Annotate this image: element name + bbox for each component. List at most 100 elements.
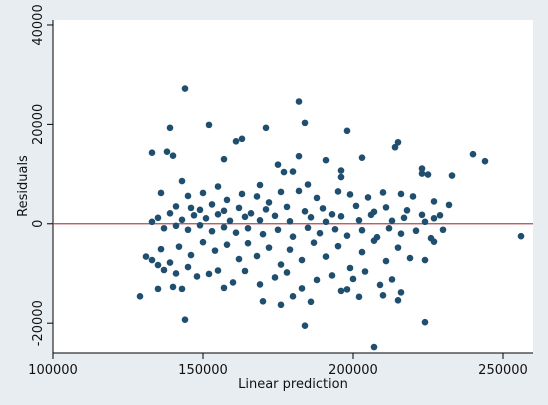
scatter-point (196, 221, 204, 229)
scatter-point (322, 253, 330, 260)
scatter-point (184, 226, 192, 234)
scatter-point (337, 213, 345, 220)
scatter-point (430, 215, 438, 222)
scatter-point (244, 239, 252, 247)
scatter-point (385, 224, 393, 232)
scatter-point (301, 119, 309, 127)
scatter-point (367, 211, 375, 219)
y-tick-label: 40000 (31, 4, 46, 45)
scatter-point (232, 137, 240, 145)
scatter-point (256, 181, 264, 189)
scatter-point (418, 170, 426, 177)
scatter-point (301, 208, 309, 215)
scatter-point (379, 189, 387, 196)
scatter-point (388, 276, 396, 283)
scatter-point (259, 298, 267, 305)
scatter-point (163, 148, 171, 156)
scatter-point (295, 187, 303, 195)
scatter-point (208, 201, 216, 208)
scatter-point (397, 230, 405, 238)
scatter-point (295, 98, 303, 105)
y-tick-label: -20000 (31, 300, 46, 346)
scatter-point (313, 194, 321, 202)
scatter-point (418, 165, 426, 172)
scatter-point (409, 193, 417, 200)
scatter-point (370, 343, 378, 351)
scatter-point (154, 214, 162, 222)
scatter-point (172, 270, 180, 277)
scatter-point (298, 256, 306, 264)
scatter-point (307, 214, 315, 221)
scatter-point (277, 261, 285, 268)
scatter-point (235, 255, 243, 263)
scatter-point (283, 203, 291, 211)
scatter-point (256, 216, 264, 224)
scatter-point (187, 251, 195, 259)
scatter-point (412, 227, 420, 235)
scatter-point (241, 267, 249, 275)
scatter-point (319, 205, 327, 212)
scatter-point (358, 154, 366, 161)
scatter-point (283, 269, 291, 276)
scatter-point (205, 270, 213, 278)
x-tick-label: 200000 (328, 363, 378, 378)
scatter-point (397, 190, 405, 198)
scatter-point (253, 252, 261, 260)
scatter-point (205, 121, 213, 129)
scatter-point (160, 224, 168, 232)
scatter-point (172, 222, 180, 230)
scatter-point (220, 284, 228, 292)
scatter-point (247, 210, 255, 217)
scatter-point (316, 229, 324, 237)
scatter-point (262, 206, 270, 213)
scatter-point (184, 263, 192, 271)
y-axis-title: Residuals (16, 155, 31, 217)
scatter-point (211, 247, 219, 254)
scatter-point (298, 285, 306, 292)
scatter-point (277, 188, 285, 196)
scatter-point (388, 217, 396, 225)
scatter-point (481, 157, 489, 165)
scatter-point (157, 245, 165, 253)
x-tick-label: 100000 (28, 363, 78, 378)
plot-area (53, 20, 533, 353)
x-tick-label: 250000 (478, 363, 528, 378)
scatter-point (214, 267, 222, 274)
scatter-point (328, 211, 336, 218)
scatter-point (253, 193, 261, 200)
scatter-point (358, 226, 366, 234)
scatter-point (286, 246, 294, 253)
x-tick-label: 150000 (178, 363, 228, 378)
scatter-point (430, 198, 438, 205)
scatter-point (175, 243, 183, 250)
scatter-point (172, 203, 180, 210)
scatter-point (349, 275, 357, 283)
scatter-point (304, 224, 312, 232)
scatter-point (280, 168, 288, 176)
scatter-point (343, 286, 351, 293)
scatter-point (244, 224, 252, 232)
scatter-point (178, 177, 186, 185)
scatter-point (421, 256, 429, 264)
scatter-point (274, 161, 282, 168)
scatter-point (181, 85, 189, 92)
scatter-point (337, 287, 345, 295)
scatter-point (370, 237, 378, 244)
scatter-point (208, 227, 216, 235)
scatter-point (187, 204, 195, 212)
scatter-point (154, 285, 162, 293)
scatter-point (148, 218, 156, 226)
scatter-point (436, 212, 444, 219)
scatter-point (271, 274, 279, 281)
scatter-point (355, 293, 363, 301)
scatter-point (160, 266, 168, 274)
scatter-point (202, 215, 210, 222)
scatter-point (286, 217, 294, 225)
scatter-point (220, 207, 228, 215)
scatter-point (184, 192, 192, 200)
scatter-point (379, 292, 387, 299)
scatter-point (193, 273, 201, 280)
scatter-point (343, 127, 351, 135)
scatter-point (241, 213, 249, 221)
